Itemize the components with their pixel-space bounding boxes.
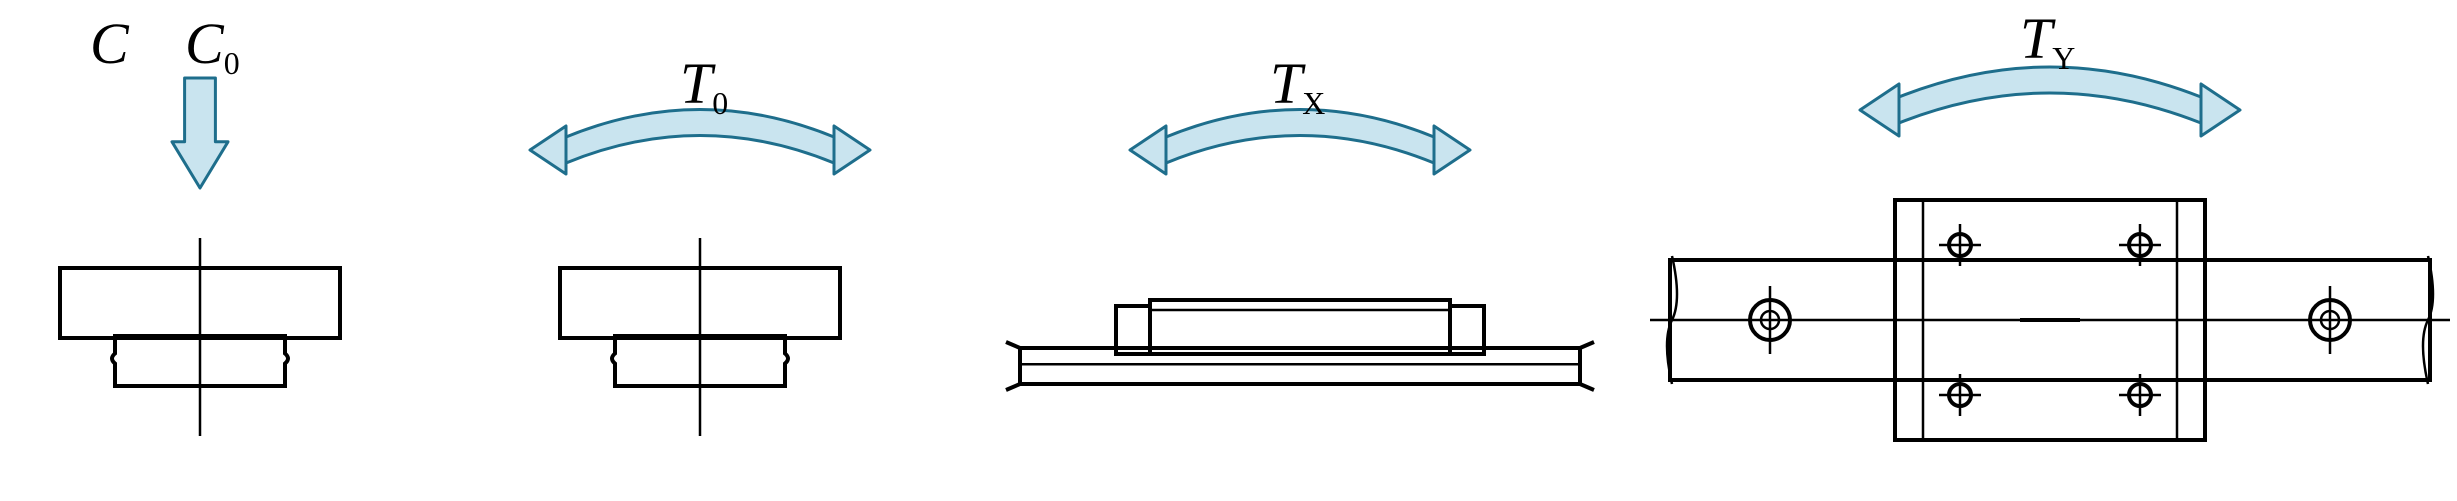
label-T0-main: T [680, 51, 712, 116]
panel-ty: TY [1640, 0, 2457, 501]
label-Tx: TX [1270, 50, 1326, 117]
panel-load: CC0 [0, 0, 440, 501]
curved-arrow-body [566, 110, 834, 164]
label-C-main: C [90, 11, 129, 76]
curved-arrow-body [1166, 110, 1434, 164]
label-C: C [90, 10, 129, 77]
panel-t0: T0 [440, 0, 960, 501]
label-T0-sub: 0 [712, 86, 729, 121]
label-T0: T0 [680, 50, 729, 117]
label-C0-main: C [185, 11, 224, 76]
label-C0: C0 [185, 10, 241, 77]
panel-ty-svg [1640, 0, 2457, 501]
label-Ty: TY [2020, 5, 2076, 72]
label-Tx-main: T [1270, 51, 1302, 116]
curved-arrow-head-left [1130, 126, 1166, 174]
label-Ty-main: T [2020, 6, 2052, 71]
label-Ty-sub: Y [2052, 41, 2076, 76]
curved-arrow-head-right [1434, 126, 1470, 174]
curved-arrow-head-left [1860, 84, 1899, 136]
curved-arrow-body [1899, 67, 2201, 123]
label-C0-sub: 0 [224, 46, 241, 81]
curved-arrow-head-left [530, 126, 566, 174]
label-Tx-sub: X [1302, 86, 1326, 121]
down-arrow-icon [172, 78, 228, 188]
curved-arrow-head-right [2201, 84, 2240, 136]
curved-arrow-head-right [834, 126, 870, 174]
panel-tx: TX [960, 0, 1640, 501]
side-block [1150, 300, 1450, 354]
